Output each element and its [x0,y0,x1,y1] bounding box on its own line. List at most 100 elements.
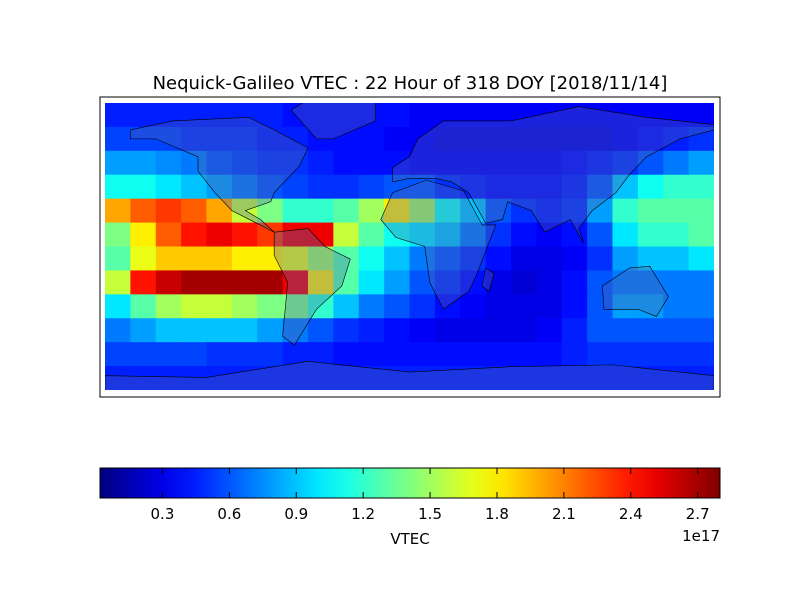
heatmap-cell [612,126,639,152]
heatmap-cell [637,174,664,200]
heatmap-cell [384,294,411,319]
heatmap-cell [587,246,614,272]
heatmap-cell [409,150,436,176]
heatmap-cell [206,246,233,272]
heatmap-cell [434,294,461,319]
heatmap-cell [231,270,258,295]
heatmap-cell [308,198,334,224]
heatmap-cell [130,246,157,272]
heatmap-cell [409,103,436,128]
heatmap-cell [333,198,360,224]
heatmap-cell [231,294,258,319]
heatmap-cell [485,126,512,152]
heatmap-cell [663,103,690,128]
heatmap-cell [231,103,258,128]
heatmap-cell [155,198,182,224]
heatmap-cell [587,366,614,390]
heatmap-cell [130,174,157,200]
colorbar-tick-label: 0.6 [217,505,241,523]
heatmap-cell [231,342,258,367]
landmass [481,267,495,292]
heatmap-cell [105,294,131,319]
heatmap-cell [206,126,233,152]
heatmap-cell [688,246,714,272]
heatmap-cell [511,342,537,367]
heatmap-cell [485,294,512,319]
heatmap-cell [434,366,461,390]
heatmap-cell [612,366,639,390]
colorbar-tick-label: 1.2 [351,505,375,523]
heatmap-cell [282,198,309,224]
heatmap-cell [637,222,664,248]
heatmap-cell [663,342,690,367]
heatmap-cell [561,126,588,152]
heatmap-cell [561,222,588,248]
heatmap-cell [688,222,714,248]
heatmap-cell [333,126,360,152]
heatmap-cell [434,150,461,176]
heatmap-cell [282,318,309,343]
colorbar-label: VTEC [390,530,429,548]
heatmap-cell [155,174,182,200]
heatmap-cell [181,222,208,248]
heatmap-cell [308,294,334,319]
heatmap-cell [612,222,639,248]
heatmap-cell [358,150,385,176]
heatmap-cell [536,318,563,343]
coastlines [105,103,714,390]
colorbar-tick-label: 0.3 [151,505,175,523]
heatmap-cell [485,318,512,343]
heatmap-cell [612,342,639,367]
heatmap-cell [257,150,284,176]
heatmap-cell [155,150,182,176]
heatmap-cell [257,222,284,248]
heatmap-cell [155,246,182,272]
heatmap-cell [257,270,284,295]
heatmap-cell [409,294,436,319]
heatmap-cell [561,270,588,295]
heatmap-cell [663,246,690,272]
heatmap-cell [130,150,157,176]
heatmap-cell [536,150,563,176]
heatmap-cell [333,222,360,248]
heatmap-cell [155,342,182,367]
heatmap-cell [231,366,258,390]
heatmap-cell [358,342,385,367]
heatmap-cell [663,150,690,176]
heatmap-cell [358,318,385,343]
heatmap-cell [333,366,360,390]
colorbar-offset: 1e17 [682,527,720,545]
heatmap-cell [485,103,512,128]
heatmap-cell [460,318,487,343]
heatmap-cell [384,246,411,272]
heatmap-cell [181,366,208,390]
heatmap-cell [384,222,411,248]
heatmap-cell [409,198,436,224]
heatmap-cell [155,270,182,295]
colorbar-tick-label: 2.4 [619,505,643,523]
heatmap-cell [409,246,436,272]
heatmap-cell [561,150,588,176]
heatmap-cell [587,103,614,128]
heatmap-cell [434,318,461,343]
heatmap-cell [105,198,131,224]
heatmap-cell [536,270,563,295]
heatmap-cell [308,103,334,128]
colorbar-tick-label: 1.8 [485,505,509,523]
heatmap-cell [155,126,182,152]
heatmap-cell [358,246,385,272]
heatmap-cell [155,294,182,319]
heatmap-cell [688,366,714,390]
heatmap-cell [105,246,131,272]
heatmap-cell [206,366,233,390]
heatmap-cell [308,246,334,272]
heatmap-cell [460,294,487,319]
landmass [392,106,714,244]
heatmap-cell [485,174,512,200]
heatmap-cell [637,150,664,176]
heatmap-cell [105,174,131,200]
landmass [105,360,714,390]
heatmap-cell [561,294,588,319]
heatmap-cell [358,198,385,224]
